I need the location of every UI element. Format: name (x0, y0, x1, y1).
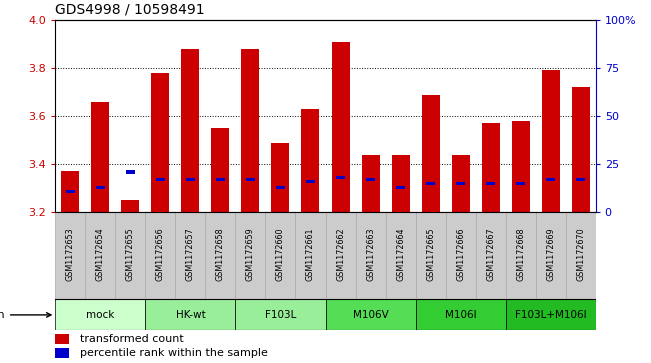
Bar (576, 178, 585, 181)
Bar (336, 176, 345, 179)
Bar (236, 212, 266, 299)
Bar (566, 212, 596, 299)
Bar (145, 212, 175, 299)
Text: GSM1172667: GSM1172667 (486, 227, 495, 281)
Text: GSM1172663: GSM1172663 (366, 228, 375, 281)
Text: M106I: M106I (445, 310, 477, 320)
Bar (145, 299, 236, 330)
Bar (306, 180, 315, 183)
Bar (236, 299, 326, 330)
Bar (482, 123, 499, 212)
Bar (572, 87, 590, 212)
Bar (452, 155, 469, 212)
Text: GSM1172659: GSM1172659 (246, 227, 255, 281)
Bar (366, 178, 375, 181)
Text: GSM1172653: GSM1172653 (66, 227, 75, 281)
Bar (396, 186, 405, 189)
Bar (415, 299, 506, 330)
Text: GSM1172661: GSM1172661 (306, 228, 315, 281)
Bar (175, 212, 206, 299)
Bar (276, 186, 285, 189)
Bar (361, 155, 380, 212)
Bar (445, 212, 476, 299)
Bar (115, 212, 145, 299)
Bar (156, 178, 165, 181)
Text: GSM1172669: GSM1172669 (546, 227, 555, 281)
Bar (506, 212, 536, 299)
Bar (126, 170, 135, 174)
Text: HK-wt: HK-wt (176, 310, 205, 320)
Bar (476, 212, 506, 299)
Bar (206, 212, 236, 299)
Text: mock: mock (86, 310, 115, 320)
Bar (85, 212, 115, 299)
Bar (186, 178, 195, 181)
Text: GSM1172662: GSM1172662 (336, 227, 345, 281)
Text: GSM1172655: GSM1172655 (126, 227, 135, 281)
Bar (326, 212, 355, 299)
Bar (55, 348, 69, 358)
Bar (91, 102, 109, 212)
Bar (385, 212, 415, 299)
Bar (415, 212, 445, 299)
Text: GSM1172657: GSM1172657 (186, 227, 195, 281)
Bar (542, 70, 560, 212)
Bar (212, 128, 229, 212)
Bar (246, 178, 255, 181)
Bar (182, 49, 199, 212)
Text: percentile rank within the sample: percentile rank within the sample (79, 348, 268, 358)
Bar (456, 182, 465, 185)
Text: M106V: M106V (353, 310, 389, 320)
Bar (242, 49, 260, 212)
Bar (422, 94, 439, 212)
Text: GSM1172666: GSM1172666 (456, 228, 465, 281)
Text: GDS4998 / 10598491: GDS4998 / 10598491 (55, 2, 205, 16)
Bar (426, 182, 435, 185)
Bar (326, 299, 415, 330)
Bar (331, 42, 350, 212)
Text: F103L+M106I: F103L+M106I (515, 310, 587, 320)
Bar (55, 212, 85, 299)
Bar (546, 178, 555, 181)
Bar (355, 212, 385, 299)
Bar (266, 212, 296, 299)
Bar (391, 155, 409, 212)
Bar (516, 182, 525, 185)
Bar (152, 73, 169, 212)
Text: F103L: F103L (265, 310, 296, 320)
Bar (536, 212, 566, 299)
Bar (216, 178, 225, 181)
Bar (121, 200, 139, 212)
Bar (296, 212, 326, 299)
Text: GSM1172670: GSM1172670 (576, 227, 585, 281)
Text: transformed count: transformed count (79, 334, 184, 344)
Bar (55, 299, 145, 330)
Text: GSM1172658: GSM1172658 (216, 227, 225, 281)
Bar (506, 299, 596, 330)
Bar (486, 182, 495, 185)
Text: GSM1172654: GSM1172654 (96, 227, 105, 281)
Text: infection: infection (0, 310, 51, 320)
Text: GSM1172660: GSM1172660 (276, 228, 285, 281)
Bar (55, 334, 69, 344)
Bar (301, 109, 320, 212)
Bar (512, 121, 530, 212)
Text: GSM1172664: GSM1172664 (396, 228, 405, 281)
Text: GSM1172668: GSM1172668 (516, 228, 525, 281)
Text: GSM1172656: GSM1172656 (156, 227, 165, 281)
Bar (61, 171, 79, 212)
Text: GSM1172665: GSM1172665 (426, 227, 435, 281)
Bar (271, 143, 290, 212)
Bar (66, 189, 75, 193)
Bar (96, 186, 105, 189)
